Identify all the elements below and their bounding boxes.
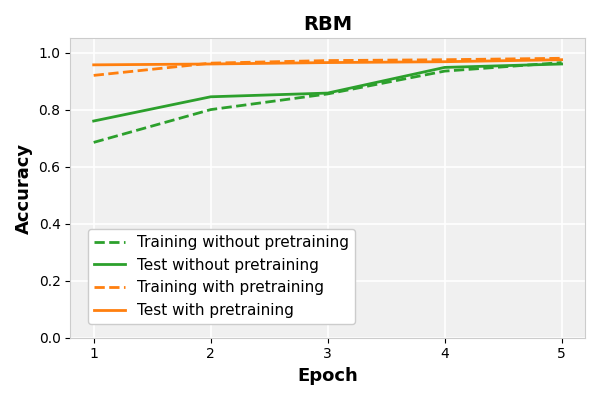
Training with pretraining [558, 56, 565, 61]
Training with pretraining [324, 58, 331, 63]
Test without pretraining [207, 94, 214, 99]
Training with pretraining [441, 57, 448, 62]
Test with pretraining [90, 62, 97, 67]
Title: RBM: RBM [303, 15, 352, 34]
Test with pretraining [558, 57, 565, 62]
Test with pretraining [441, 59, 448, 64]
Training without pretraining [207, 107, 214, 112]
Test without pretraining [558, 62, 565, 66]
Line: Training with pretraining: Training with pretraining [94, 58, 562, 76]
Line: Training without pretraining: Training without pretraining [94, 62, 562, 142]
Test with pretraining [207, 62, 214, 66]
Line: Test without pretraining: Test without pretraining [94, 64, 562, 121]
Training with pretraining [207, 61, 214, 66]
Test without pretraining [324, 91, 331, 96]
Test without pretraining [441, 65, 448, 70]
Training without pretraining [324, 92, 331, 96]
Training without pretraining [441, 69, 448, 74]
Test with pretraining [324, 60, 331, 65]
Test without pretraining [90, 119, 97, 124]
Training without pretraining [90, 140, 97, 145]
Legend: Training without pretraining, Test without pretraining, Training with pretrainin: Training without pretraining, Test witho… [88, 229, 355, 324]
Y-axis label: Accuracy: Accuracy [15, 142, 33, 234]
Line: Test with pretraining: Test with pretraining [94, 60, 562, 65]
Training without pretraining [558, 60, 565, 65]
X-axis label: Epoch: Epoch [297, 367, 358, 385]
Training with pretraining [90, 73, 97, 78]
